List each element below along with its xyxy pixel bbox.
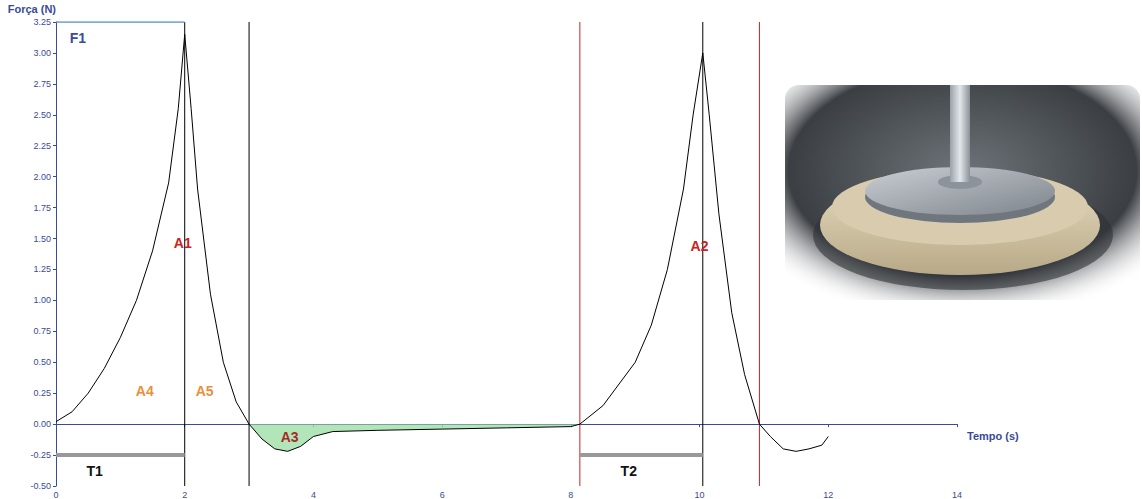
svg-text:2.00: 2.00: [33, 172, 51, 182]
svg-text:A5: A5: [196, 383, 214, 399]
svg-text:1.00: 1.00: [33, 295, 51, 305]
svg-text:A4: A4: [136, 383, 154, 399]
svg-text:14: 14: [952, 490, 962, 499]
svg-text:6: 6: [440, 490, 445, 499]
svg-text:10: 10: [695, 490, 705, 499]
svg-text:A3: A3: [281, 429, 299, 445]
svg-text:F1: F1: [70, 30, 87, 46]
svg-text:2.75: 2.75: [33, 79, 51, 89]
svg-text:0.00: 0.00: [33, 419, 51, 429]
svg-text:0.50: 0.50: [33, 357, 51, 367]
svg-text:A2: A2: [691, 238, 709, 254]
svg-text:1.25: 1.25: [33, 264, 51, 274]
svg-text:Tempo (s): Tempo (s): [967, 430, 1019, 442]
svg-text:2: 2: [182, 490, 187, 499]
svg-text:0: 0: [53, 490, 58, 499]
svg-text:12: 12: [823, 490, 833, 499]
svg-text:A1: A1: [174, 235, 192, 251]
svg-text:1.75: 1.75: [33, 203, 51, 213]
svg-text:-0.25: -0.25: [30, 450, 51, 460]
svg-text:2.50: 2.50: [33, 110, 51, 120]
svg-text:1.50: 1.50: [33, 234, 51, 244]
svg-text:T1: T1: [86, 463, 103, 479]
svg-text:4: 4: [311, 490, 316, 499]
svg-text:2.25: 2.25: [33, 141, 51, 151]
svg-text:0.25: 0.25: [33, 388, 51, 398]
svg-text:0.75: 0.75: [33, 326, 51, 336]
svg-text:-0.50: -0.50: [30, 481, 51, 491]
svg-text:3.25: 3.25: [33, 17, 51, 27]
svg-text:T2: T2: [621, 463, 638, 479]
svg-text:Força (N): Força (N): [8, 3, 57, 15]
svg-text:3.00: 3.00: [33, 48, 51, 58]
svg-text:8: 8: [568, 490, 573, 499]
